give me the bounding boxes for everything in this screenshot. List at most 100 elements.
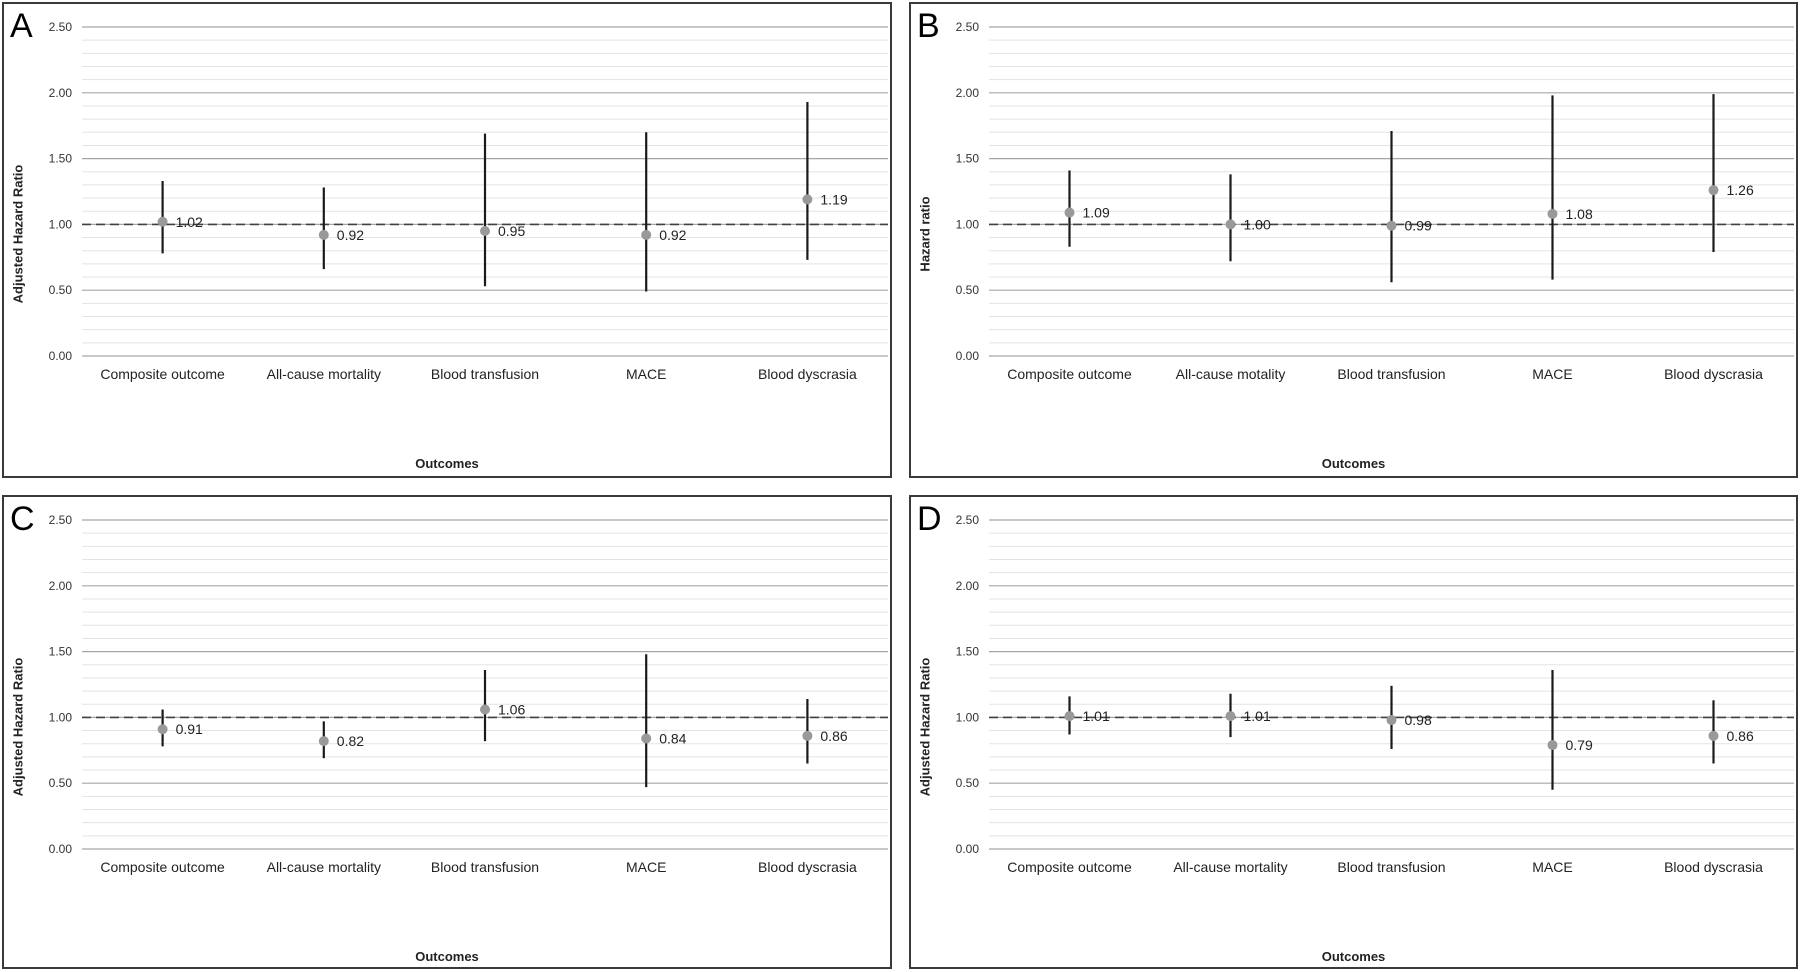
y-tick-label: 2.50 <box>49 20 73 34</box>
x-tick-label: MACE <box>626 859 666 875</box>
panel-letter: A <box>10 7 33 45</box>
data-point <box>480 704 490 715</box>
data-label: 1.06 <box>498 702 525 718</box>
y-tick-label: 1.50 <box>49 152 73 166</box>
data-point <box>1547 740 1558 751</box>
data-point <box>318 229 329 240</box>
x-tick-label: MACE <box>1532 366 1572 382</box>
data-label: 0.99 <box>1405 218 1432 234</box>
y-tick-label: 2.00 <box>956 579 980 593</box>
data-point <box>1064 711 1075 722</box>
y-tick-label: 1.00 <box>956 217 980 231</box>
data-point <box>1225 711 1236 722</box>
data-label: 1.00 <box>1244 216 1271 232</box>
y-tick-label: 1.00 <box>49 710 73 724</box>
data-point <box>641 229 652 240</box>
x-tick-label: Blood transfusion <box>431 859 539 875</box>
y-tick-label: 2.50 <box>956 20 980 34</box>
forest-plot-a: 0.00 0.50 1.00 1.50 2.00 2.50 1.02 Composite ou… <box>49 20 888 382</box>
x-tick-label: Composite outcome <box>100 366 225 382</box>
data-label: 0.98 <box>1405 712 1432 728</box>
panel-letter: B <box>917 7 940 45</box>
data-point <box>1386 220 1397 231</box>
data-point <box>1547 208 1558 219</box>
x-tick-label: MACE <box>1532 859 1572 875</box>
data-point <box>802 730 813 741</box>
data-label: 1.19 <box>820 191 847 207</box>
y-tick-label: 1.50 <box>956 645 980 659</box>
x-tick-label: Blood transfusion <box>431 366 539 382</box>
forest-plot-c: 0.00 0.50 1.00 1.50 2.00 2.50 0.91 Composite ou… <box>49 513 888 875</box>
y-tick-label: 2.00 <box>956 86 980 100</box>
x-tick-label: Blood transfusion <box>1337 366 1445 382</box>
y-tick-label: 0.00 <box>956 349 980 363</box>
data-point <box>480 225 490 236</box>
x-tick-label: Blood dyscrasia <box>1664 859 1763 875</box>
data-point <box>1386 715 1397 726</box>
data-label: 1.26 <box>1727 182 1754 198</box>
data-label: 0.84 <box>659 730 686 746</box>
chart-panel-a: A Adjusted Hazard Ratio Outcomes 0.00 0.5… <box>2 2 892 478</box>
data-point <box>157 724 168 735</box>
y-tick-label: 0.50 <box>956 283 980 297</box>
y-tick-label: 1.50 <box>956 152 980 166</box>
data-label: 1.09 <box>1083 205 1110 221</box>
forest-plot-b: 0.00 0.50 1.00 1.50 2.00 2.50 1.09 Composite ou… <box>956 20 1794 382</box>
x-tick-label: Blood dyscrasia <box>758 859 857 875</box>
x-tick-label: All-cause mortality <box>267 366 381 382</box>
data-label: 1.08 <box>1566 206 1593 222</box>
y-tick-label: 0.50 <box>49 776 73 790</box>
y-tick-label: 0.50 <box>49 283 73 297</box>
data-label: 1.02 <box>176 214 203 230</box>
data-point <box>1225 219 1236 230</box>
y-tick-label: 2.00 <box>49 86 73 100</box>
data-label: 1.01 <box>1244 708 1271 724</box>
chart-panel-d: D Adjusted Hazard Ratio Outcomes 0.00 0.5… <box>909 495 1798 969</box>
y-tick-label: 2.50 <box>49 513 73 527</box>
x-tick-label: Blood dyscrasia <box>1664 366 1763 382</box>
data-label: 0.91 <box>176 721 203 737</box>
data-label: 0.86 <box>820 728 847 744</box>
x-tick-label: All-cause mortality <box>267 859 381 875</box>
data-label: 0.79 <box>1566 737 1593 753</box>
data-label: 0.92 <box>337 227 364 243</box>
y-tick-label: 0.00 <box>49 349 73 363</box>
data-label: 0.86 <box>1727 728 1754 744</box>
x-tick-label: Blood dyscrasia <box>758 366 857 382</box>
x-tick-label: MACE <box>626 366 666 382</box>
x-tick-label: Composite outcome <box>100 859 225 875</box>
x-tick-label: Blood transfusion <box>1337 859 1445 875</box>
y-tick-label: 0.50 <box>956 776 980 790</box>
x-axis-title: Outcomes <box>1321 949 1386 964</box>
data-point <box>1708 185 1719 196</box>
y-tick-label: 2.00 <box>49 579 73 593</box>
x-tick-label: Composite outcome <box>1007 366 1132 382</box>
chart-panel-c: C Adjusted Hazard Ratio Outcomes 0.00 0.5… <box>2 495 892 969</box>
x-tick-label: All-cause mortality <box>1173 859 1287 875</box>
data-point <box>318 736 329 747</box>
data-label: 1.01 <box>1083 708 1110 724</box>
data-point <box>1064 207 1075 218</box>
panel-letter: D <box>917 500 942 538</box>
x-axis-title: Outcomes <box>1321 456 1386 471</box>
data-point <box>802 194 813 205</box>
data-point <box>641 733 652 744</box>
forest-plot-d: 0.00 0.50 1.00 1.50 2.00 2.50 1.01 Composite ou… <box>956 513 1794 875</box>
x-tick-label: All-cause motality <box>1176 366 1286 382</box>
x-tick-label: Composite outcome <box>1007 859 1132 875</box>
y-tick-label: 2.50 <box>956 513 980 527</box>
panel-letter: C <box>10 500 35 538</box>
data-label: 0.95 <box>498 223 525 239</box>
y-tick-label: 0.00 <box>49 842 73 856</box>
data-label: 0.92 <box>659 227 686 243</box>
y-tick-label: 1.00 <box>956 710 980 724</box>
chart-panel-b: B Hazard ratio Outcomes 0.00 0.50 1.00 1.50… <box>909 2 1798 478</box>
y-tick-label: 1.50 <box>49 645 73 659</box>
data-point <box>157 216 168 227</box>
y-tick-label: 1.00 <box>49 217 73 231</box>
data-label: 0.82 <box>337 733 364 749</box>
x-axis-title: Outcomes <box>415 949 479 964</box>
y-tick-label: 0.00 <box>956 842 980 856</box>
data-point <box>1708 730 1719 741</box>
x-axis-title: Outcomes <box>415 456 479 471</box>
